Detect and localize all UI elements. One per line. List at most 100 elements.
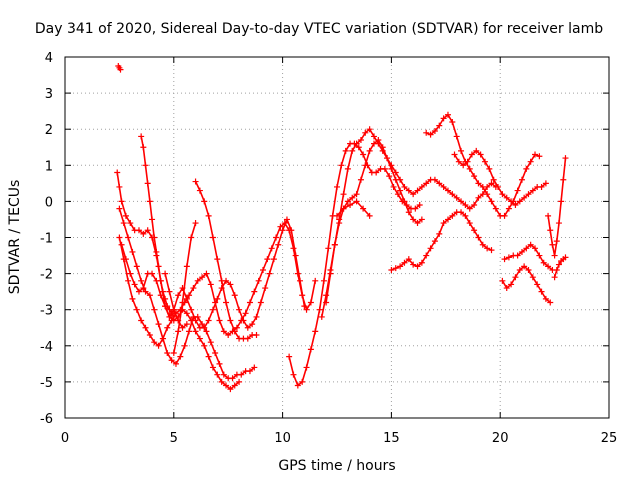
data-point [192, 178, 199, 185]
data-point [257, 299, 264, 306]
data-point [216, 360, 223, 367]
data-point [242, 310, 249, 317]
data-point [318, 313, 325, 320]
data-point [523, 245, 530, 252]
data-point [196, 335, 203, 342]
data-point [505, 205, 512, 212]
data-point [120, 256, 127, 263]
data-point [170, 350, 177, 357]
data-point [246, 368, 253, 375]
x-tick-label: 10 [274, 431, 291, 446]
data-point [344, 165, 351, 172]
data-point [142, 324, 149, 331]
data-point [475, 234, 482, 241]
data-point [146, 198, 153, 205]
data-point [251, 364, 258, 371]
data-point [194, 277, 201, 284]
data-point [264, 256, 271, 263]
data-point [562, 155, 569, 162]
data-point [473, 147, 480, 154]
data-point [475, 180, 482, 187]
data-point [117, 66, 124, 73]
data-point [525, 266, 532, 273]
data-point [155, 321, 162, 328]
data-point [508, 198, 515, 205]
data-point [238, 317, 245, 324]
data-point [431, 238, 438, 245]
data-point [142, 162, 149, 169]
data-point [279, 227, 286, 234]
data-point [214, 295, 221, 302]
data-point [122, 212, 129, 219]
data-point [140, 144, 147, 151]
y-tick-label: -1 [40, 232, 53, 247]
data-point [521, 263, 528, 270]
data-point [199, 274, 206, 281]
data-point [120, 220, 127, 227]
data-point [375, 137, 382, 144]
data-point [303, 306, 310, 313]
data-point [381, 165, 388, 172]
series-17 [499, 263, 554, 306]
data-point [392, 176, 399, 183]
data-point [353, 198, 360, 205]
data-point [177, 353, 184, 360]
data-point [233, 324, 240, 331]
data-point [170, 306, 177, 313]
data-point [307, 299, 314, 306]
data-point [423, 252, 430, 259]
data-point [501, 256, 508, 263]
data-point [125, 277, 132, 284]
data-point [170, 313, 177, 320]
series-line [453, 150, 547, 206]
data-point [299, 292, 306, 299]
data-point [453, 194, 460, 201]
data-point [505, 254, 512, 261]
data-point [164, 324, 171, 331]
data-point [527, 241, 534, 248]
series-20 [551, 254, 569, 281]
series-8 [170, 220, 199, 357]
data-point [542, 180, 549, 187]
data-point [529, 187, 536, 194]
data-point [427, 131, 434, 138]
data-point [418, 183, 425, 190]
data-point [209, 364, 216, 371]
data-point [451, 151, 458, 158]
data-point [138, 277, 145, 284]
data-point [370, 133, 377, 140]
data-point [523, 165, 530, 172]
data-point [159, 288, 166, 295]
data-point [538, 183, 545, 190]
data-point [388, 165, 395, 172]
data-point [529, 274, 536, 281]
series-line [140, 135, 175, 318]
data-point [499, 191, 506, 198]
data-point [281, 220, 288, 227]
data-point [190, 285, 197, 292]
data-point [255, 277, 262, 284]
data-point [205, 353, 212, 360]
data-point [418, 216, 425, 223]
data-point [209, 234, 216, 241]
data-point [458, 209, 465, 216]
data-point [192, 317, 199, 324]
data-point [464, 158, 471, 165]
series-13 [334, 198, 373, 219]
data-point [431, 176, 438, 183]
y-tick-label: -6 [40, 412, 53, 427]
data-point [133, 306, 140, 313]
data-point [427, 245, 434, 252]
data-series [114, 63, 569, 393]
data-point [386, 173, 393, 180]
data-point [555, 220, 562, 227]
data-point [392, 265, 399, 272]
data-point [347, 202, 354, 209]
data-point [140, 285, 147, 292]
data-point [229, 375, 236, 382]
data-point [501, 212, 508, 219]
data-point [334, 212, 340, 219]
x-tick-label: 15 [383, 431, 400, 446]
series-7 [162, 270, 190, 331]
data-point [540, 259, 547, 266]
